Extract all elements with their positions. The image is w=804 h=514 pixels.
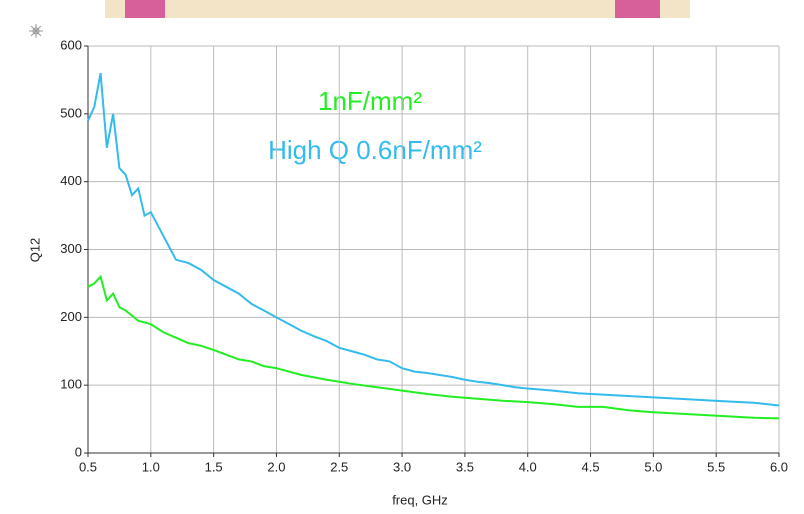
- y-axis-label: Q12: [27, 238, 42, 263]
- x-tick-label: 1.5: [205, 459, 223, 474]
- series-line: [87, 274, 780, 420]
- x-tick-label: 6.0: [770, 459, 788, 474]
- y-tick-label: 200: [60, 309, 82, 324]
- annotation: 1nF/mm²: [318, 86, 422, 116]
- header-strip-deco: [615, 0, 660, 18]
- x-tick-label: 5.0: [644, 459, 662, 474]
- series-line: [87, 72, 780, 407]
- x-axis-label: freq, GHz: [392, 492, 448, 507]
- x-tick-label: 5.5: [707, 459, 725, 474]
- x-tick-label: 1.0: [142, 459, 160, 474]
- header-strip-deco: [125, 0, 165, 18]
- x-tick-label: 2.5: [330, 459, 348, 474]
- y-tick-label: 0: [75, 444, 82, 459]
- y-tick-label: 400: [60, 173, 82, 188]
- annotation: High Q 0.6nF/mm²: [268, 135, 482, 165]
- y-tick-label: 600: [60, 37, 82, 52]
- sun-icon: [29, 24, 43, 38]
- x-tick-label: 3.0: [393, 459, 411, 474]
- x-tick-label: 4.5: [582, 459, 600, 474]
- x-tick-label: 2.0: [267, 459, 285, 474]
- y-tick-label: 300: [60, 241, 82, 256]
- y-tick-label: 500: [60, 105, 82, 120]
- header-strip: [105, 0, 690, 18]
- x-tick-label: 0.5: [79, 459, 97, 474]
- y-tick-label: 100: [60, 377, 82, 392]
- x-tick-label: 3.5: [456, 459, 474, 474]
- x-tick-label: 4.0: [519, 459, 537, 474]
